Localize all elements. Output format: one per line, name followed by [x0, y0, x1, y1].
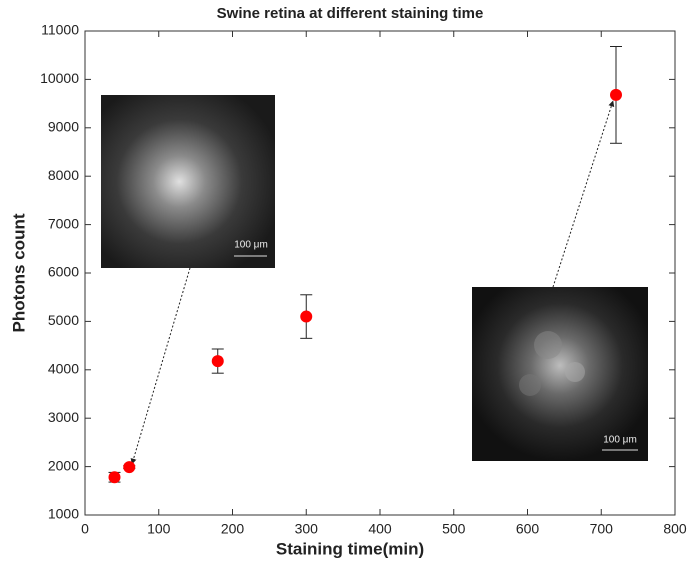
- x-tick-label: 200: [221, 521, 245, 537]
- point: [211, 355, 224, 368]
- inset-image: 100 μm: [101, 95, 275, 268]
- x-tick-label: 300: [295, 521, 319, 537]
- x-tick-label: 600: [516, 521, 540, 537]
- y-tick-label: 2000: [48, 457, 79, 473]
- y-tick-label: 4000: [48, 361, 79, 377]
- inset-image-2: [472, 287, 648, 461]
- scale-label: 100 μm: [603, 435, 637, 446]
- arrow: [552, 100, 615, 288]
- point: [123, 461, 136, 474]
- y-tick-label: 6000: [48, 264, 79, 280]
- y-tick-label: 11000: [41, 22, 79, 38]
- texture: [534, 331, 562, 359]
- y-tick-label: 3000: [48, 409, 79, 425]
- texture: [519, 374, 541, 396]
- inset-image-1: [101, 95, 275, 268]
- inset-image: 100 μm: [472, 287, 648, 461]
- x-tick-label: 0: [81, 521, 89, 537]
- y-tick-label: 8000: [48, 167, 79, 183]
- y-axis-label: Photons count: [9, 213, 28, 332]
- x-tick-label: 500: [442, 521, 466, 537]
- scale-label: 100 μm: [234, 240, 268, 251]
- y-tick-label: 7000: [48, 215, 79, 231]
- x-tick-label: 100: [147, 521, 171, 537]
- point: [300, 310, 313, 323]
- x-tick-label: 400: [368, 521, 392, 537]
- point: [610, 88, 622, 101]
- x-tick-label: 700: [590, 521, 614, 537]
- arrow: [130, 267, 191, 465]
- x-axis-label: Staining time(min): [276, 539, 424, 558]
- chart-title: Swine retina at different staining time: [217, 5, 484, 22]
- x-tick-label: 800: [663, 521, 687, 537]
- y-tick-label: 5000: [48, 312, 79, 328]
- point: [108, 471, 121, 484]
- y-tick-label: 9000: [48, 119, 79, 135]
- y-tick-label: 10000: [40, 70, 79, 86]
- y-tick-label: 1000: [48, 506, 79, 522]
- texture: [565, 362, 585, 382]
